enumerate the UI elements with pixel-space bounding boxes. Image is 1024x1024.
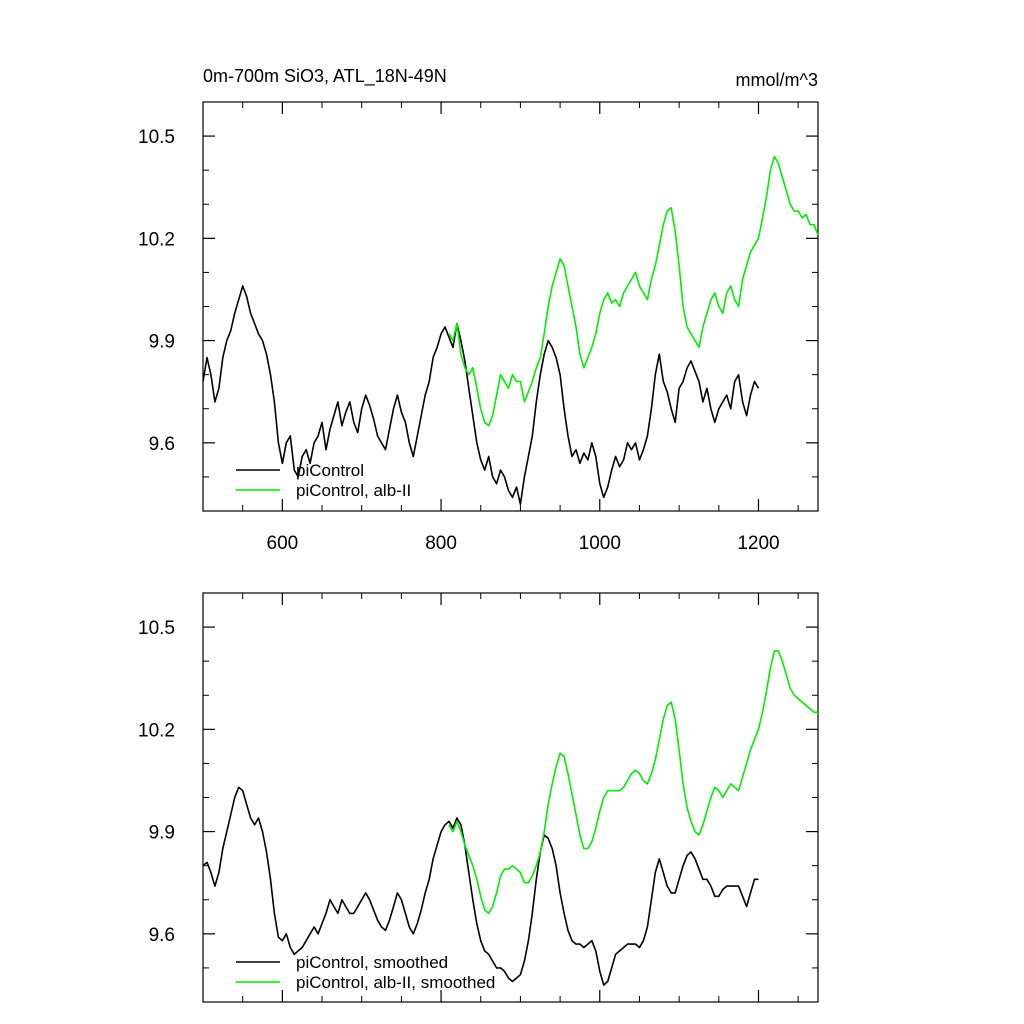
legend: piControl, smoothed piControl, alb-II, s…	[236, 953, 495, 992]
series-line-picontrol-smoothed	[202, 786, 759, 986]
legend-label-alb-ii-smoothed: piControl, alb-II, smoothed	[296, 973, 495, 992]
y-tick-label: 10.5	[138, 127, 175, 148]
plot-frame	[202, 592, 819, 1003]
axis-ticks: 600 800 1000 1200 9.6 9.9 10.2 10.5	[138, 102, 818, 554]
chart-title: 0m-700m SiO3, ATL_18N-49N	[203, 66, 447, 87]
y-tick-label: 9.9	[149, 332, 175, 353]
series-line-picontrol-alb-ii	[448, 155, 819, 427]
x-tick-label: 600	[267, 533, 299, 554]
x-tick-label: 1200	[737, 533, 779, 554]
y-tick-label: 10.5	[138, 618, 175, 639]
series-line-picontrol	[202, 285, 760, 506]
series-layer	[202, 155, 819, 506]
plot-frame	[202, 101, 819, 512]
axis-ticks: 9.6 9.9 10.2 10.5	[138, 593, 818, 1002]
legend-label-picontrol-smoothed: piControl, smoothed	[296, 953, 448, 972]
top-panel: 0m-700m SiO3, ATL_18N-49N mmol/m^3 600 80…	[138, 66, 819, 554]
units-label: mmol/m^3	[736, 70, 818, 90]
series-line-picontrol-alb-ii-smoothed	[448, 650, 818, 915]
series-layer	[202, 650, 818, 986]
y-tick-label: 9.6	[149, 925, 175, 946]
legend-label-alb-ii: piControl, alb-II	[296, 481, 411, 500]
bottom-panel: 9.6 9.9 10.2 10.5 piControl, smoothed piCon…	[138, 592, 819, 1003]
y-tick-label: 9.6	[149, 434, 175, 455]
x-tick-label: 800	[425, 533, 457, 554]
legend-label-picontrol: piControl	[296, 461, 364, 480]
y-tick-label: 10.2	[138, 720, 175, 741]
x-tick-label: 1000	[579, 533, 621, 554]
legend: piControl piControl, alb-II	[236, 461, 411, 500]
y-tick-label: 10.2	[138, 229, 175, 250]
y-tick-label: 9.9	[149, 823, 175, 844]
